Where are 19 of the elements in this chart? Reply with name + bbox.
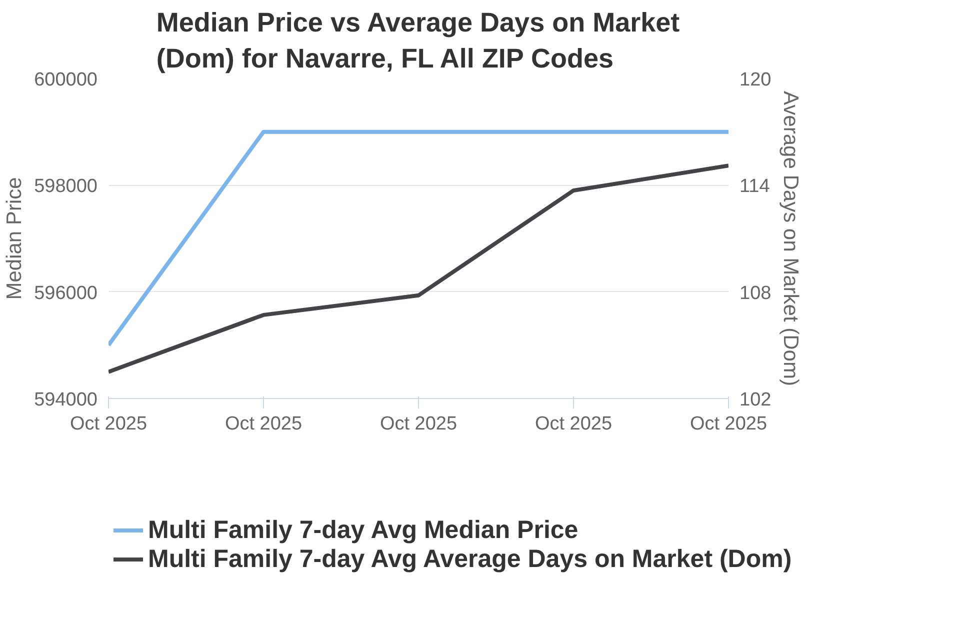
- y-tick-label: 594000: [34, 390, 98, 410]
- y-axis-title: Median Price: [3, 177, 26, 300]
- x-tick-label: Oct 2025: [224, 414, 302, 434]
- y2-tick-label: 114: [740, 176, 770, 198]
- y2-tick-label: 120: [740, 70, 772, 90]
- legend-label: Multi Family 7-day Avg Average Days on Market (Dom): [148, 544, 792, 574]
- x-tick-label: Oct 2025: [70, 414, 148, 434]
- y2-tick-label: 102: [740, 390, 772, 410]
- y2-tick-label: 108: [740, 282, 772, 304]
- y-tick-label: 600000: [34, 70, 98, 90]
- y-tick-label: 596000: [34, 282, 98, 304]
- line-series: [108, 164, 728, 374]
- y2-axis-title: Average Days on Market (Dom): [779, 91, 802, 386]
- legend-label: Multi Family 7-day Avg Median Price: [148, 516, 578, 545]
- y-tick-label: 598000: [34, 176, 98, 198]
- chart-title: Median Price vs Average Days on Market (Dom) for Navarre, FL All ZIP Codes: [156, 8, 680, 74]
- x-tick-label: Oct 2025: [690, 414, 768, 434]
- x-tick-label: Oct 2025: [534, 414, 612, 434]
- x-tick-label: Oct 2025: [380, 414, 458, 434]
